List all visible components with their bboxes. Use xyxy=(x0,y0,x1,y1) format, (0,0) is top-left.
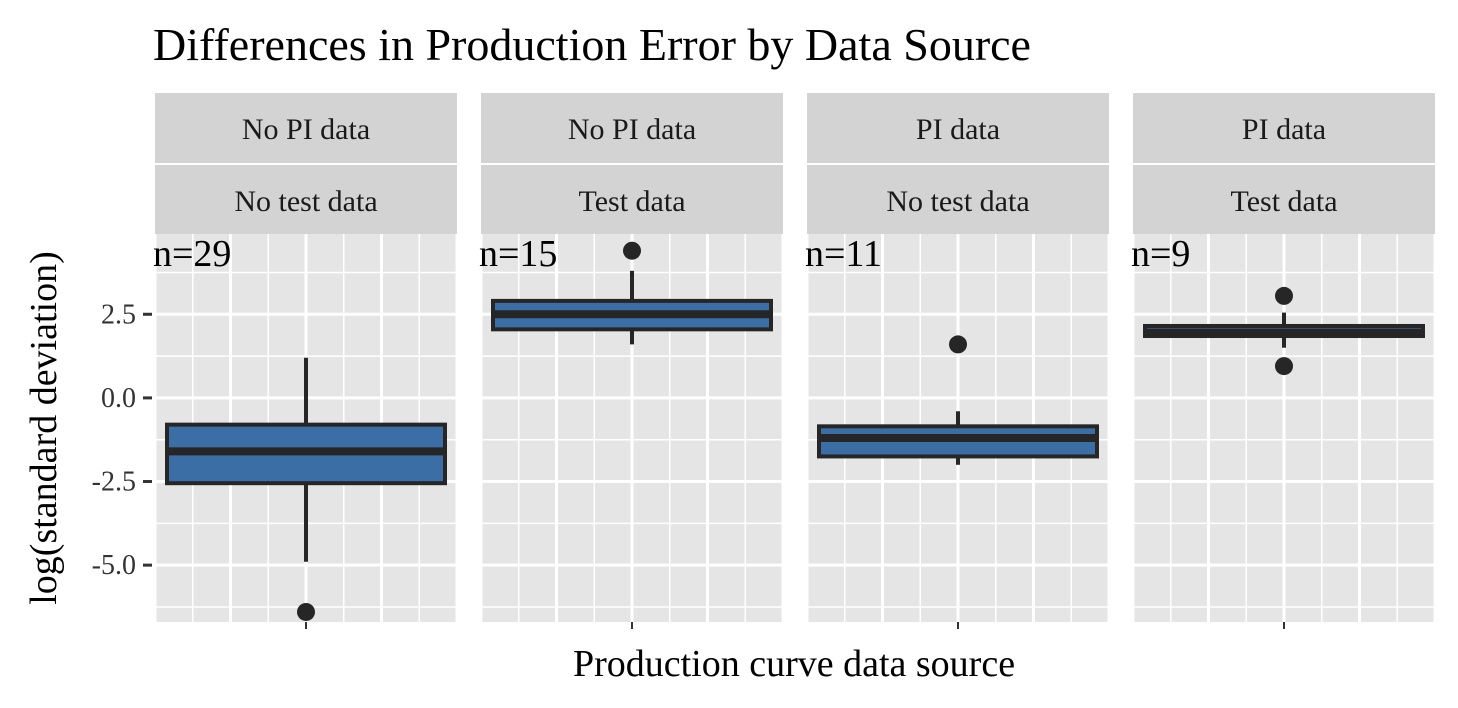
chart-title: Differences in Production Error by Data … xyxy=(153,19,1031,70)
y-tick-label: 2.5 xyxy=(101,299,136,330)
outlier-point xyxy=(623,241,641,260)
facet-strip-top xyxy=(155,93,457,163)
facet-label-test: Test data xyxy=(578,185,685,218)
facet-strip-top xyxy=(481,93,783,163)
facet-strip-top xyxy=(807,93,1109,163)
outlier-point xyxy=(949,335,967,354)
y-axis: 2.5 0.0 -2.5 -5.0 xyxy=(92,299,152,581)
facet-label-test: No test data xyxy=(886,185,1029,218)
sample-size-label: n=11 xyxy=(805,233,882,275)
sample-size-label: n=9 xyxy=(1131,233,1190,275)
y-tick-label: -5.0 xyxy=(92,550,136,581)
y-tick-label: -2.5 xyxy=(92,467,136,498)
facet-label-pi: No PI data xyxy=(568,113,696,146)
facet-label-pi: PI data xyxy=(1242,113,1326,146)
y-tick-label: 0.0 xyxy=(101,383,136,414)
sample-size-label: n=15 xyxy=(479,233,557,275)
facet-panel: PI data Test data n=9 xyxy=(1131,93,1437,629)
outlier-point xyxy=(1275,357,1293,376)
facet-strip-bottom xyxy=(1133,165,1435,234)
facet-strip-bottom xyxy=(481,165,783,234)
facet-strip-bottom xyxy=(155,165,457,234)
sample-size-label: n=29 xyxy=(153,233,231,275)
facet-label-pi: No PI data xyxy=(242,113,370,146)
facet-panel: No PI data Test data n=15 xyxy=(479,93,785,629)
facet-label-test: Test data xyxy=(1230,185,1337,218)
y-axis-title: log(standard deviation) xyxy=(23,251,65,605)
outlier-point xyxy=(297,602,315,621)
outlier-point xyxy=(1275,286,1293,305)
x-axis-title: Production curve data source xyxy=(573,643,1015,685)
facet-strip-bottom xyxy=(807,165,1109,234)
facet-label-test: No test data xyxy=(234,185,377,218)
facet-label-pi: PI data xyxy=(916,113,1000,146)
facet-strip-top xyxy=(1133,93,1435,163)
